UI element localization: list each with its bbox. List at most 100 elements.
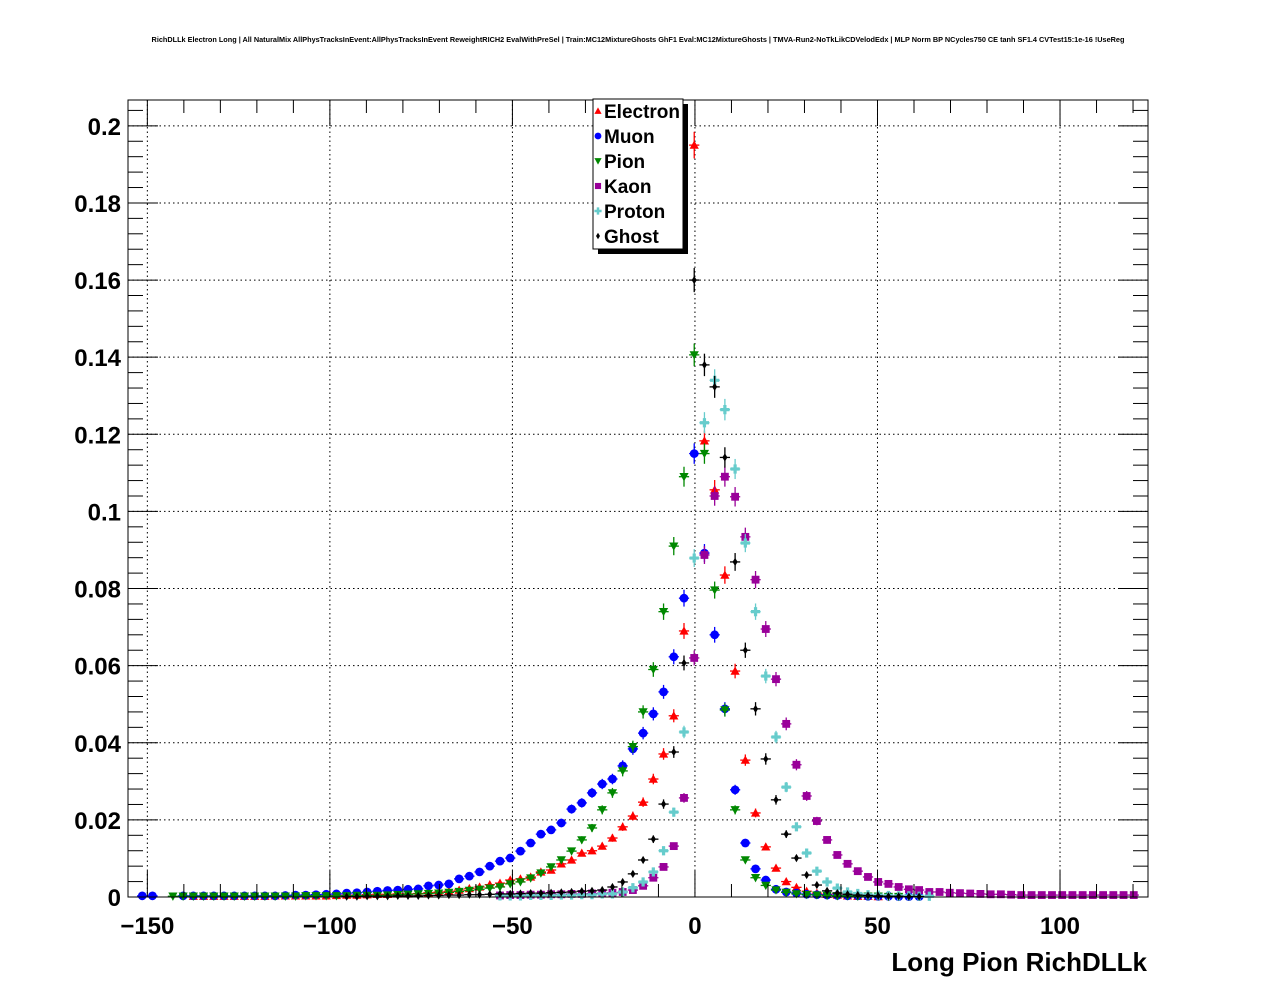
- data-point-kaon: [792, 760, 801, 769]
- data-point-pion: [679, 473, 689, 482]
- data-point-ghost: [415, 891, 421, 900]
- data-point-ghost: [671, 747, 677, 757]
- data-point-muon: [526, 838, 536, 848]
- data-point-kaon: [751, 575, 760, 584]
- data-point-electron: [669, 711, 679, 720]
- data-point-proton: [669, 807, 679, 817]
- data-point-ghost: [875, 891, 881, 900]
- data-point-kaon: [874, 878, 883, 886]
- x-tick-label: 0: [688, 913, 701, 940]
- data-point-kaon: [659, 863, 668, 871]
- legend-label: Ghost: [604, 227, 660, 248]
- legend-entry-proton: Proton: [594, 202, 665, 223]
- data-point-kaon: [1037, 891, 1046, 899]
- series-muon: [137, 443, 925, 901]
- data-point-ghost: [845, 890, 851, 899]
- data-point-pion: [669, 542, 679, 551]
- data-point-pion: [781, 888, 791, 897]
- data-point-ghost: [507, 889, 513, 899]
- data-point-electron: [566, 855, 577, 864]
- data-point-proton: [822, 877, 832, 887]
- data-point-pion: [618, 767, 628, 776]
- data-point-kaon: [680, 793, 688, 802]
- data-point-proton: [679, 727, 689, 737]
- data-point-pion: [495, 883, 505, 892]
- data-point-muon: [505, 853, 515, 863]
- data-point-electron: [750, 808, 761, 817]
- data-point-muon: [137, 891, 147, 901]
- data-point-pion: [321, 892, 331, 901]
- y-tick-label: 0.16: [74, 268, 121, 295]
- data-point-pion: [526, 874, 536, 883]
- data-point-kaon: [802, 792, 811, 800]
- data-point-ghost: [783, 830, 789, 839]
- data-point-pion: [301, 892, 311, 901]
- data-point-ghost: [620, 877, 626, 887]
- data-point-pion: [750, 874, 761, 883]
- data-point-ghost: [528, 889, 534, 898]
- data-point-kaon: [772, 675, 780, 684]
- data-point-electron: [618, 822, 628, 831]
- data-point-ghost: [885, 892, 891, 901]
- data-point-ghost: [548, 888, 554, 897]
- data-point-ghost: [896, 892, 902, 901]
- data-point-pion: [740, 856, 750, 865]
- data-point-electron: [628, 811, 638, 820]
- data-point-muon: [597, 779, 607, 789]
- data-point-kaon: [1088, 891, 1097, 899]
- data-point-ghost: [395, 891, 401, 900]
- data-point-electron: [679, 626, 689, 635]
- data-point-pion: [822, 891, 832, 901]
- legend-marker-electron-icon: [594, 107, 602, 114]
- data-point-kaon: [649, 873, 658, 882]
- data-point-pion: [515, 878, 526, 887]
- series-kaon: [494, 466, 1139, 900]
- data-point-proton: [924, 891, 934, 901]
- legend: Electron Muon Pion Kaon Proton Ghost: [592, 98, 688, 254]
- data-point-kaon: [823, 836, 832, 844]
- data-point-ghost: [364, 892, 370, 901]
- data-point-proton: [628, 883, 638, 893]
- legend-label: Kaon: [604, 177, 652, 198]
- legend-entry-electron: Electron: [594, 102, 680, 123]
- series-electron: [188, 131, 884, 901]
- data-point-muon: [556, 818, 566, 828]
- data-point-ghost: [579, 887, 585, 896]
- data-point-kaon: [904, 885, 913, 894]
- data-point-pion: [546, 863, 556, 872]
- data-point-kaon: [782, 719, 791, 728]
- data-point-kaon: [976, 890, 985, 898]
- data-point-muon: [464, 871, 474, 881]
- legend-entry-pion: Pion: [594, 152, 645, 173]
- data-point-electron: [761, 842, 771, 851]
- data-point-pion: [587, 824, 597, 833]
- data-point-ghost: [630, 869, 636, 879]
- data-point-muon: [659, 687, 668, 697]
- data-point-muon: [638, 728, 648, 738]
- data-point-proton: [771, 732, 781, 742]
- legend-marker-kaon-icon: [594, 182, 602, 190]
- data-point-electron: [577, 848, 587, 857]
- data-point-kaon: [945, 888, 954, 897]
- data-point-pion: [311, 892, 321, 901]
- data-point-ghost: [374, 892, 380, 901]
- data-point-muon: [475, 867, 484, 877]
- y-tick-label: 0.14: [74, 345, 121, 372]
- data-point-proton: [730, 464, 740, 474]
- data-point-electron: [587, 846, 597, 855]
- data-point-pion: [710, 586, 720, 595]
- x-axis-title: Long Pion RichDLLk: [891, 947, 1147, 977]
- data-point-muon: [444, 879, 454, 889]
- data-point-kaon: [833, 851, 842, 859]
- data-point-ghost: [814, 880, 820, 890]
- legend-box: [592, 98, 684, 250]
- data-point-electron: [648, 774, 658, 783]
- legend-marker-muon-icon: [594, 132, 602, 140]
- data-point-muon: [567, 804, 576, 814]
- data-point-ghost: [569, 887, 575, 897]
- data-point-muon: [608, 774, 617, 784]
- data-point-pion: [771, 886, 781, 895]
- data-point-kaon: [669, 842, 678, 851]
- data-point-muon: [669, 652, 679, 662]
